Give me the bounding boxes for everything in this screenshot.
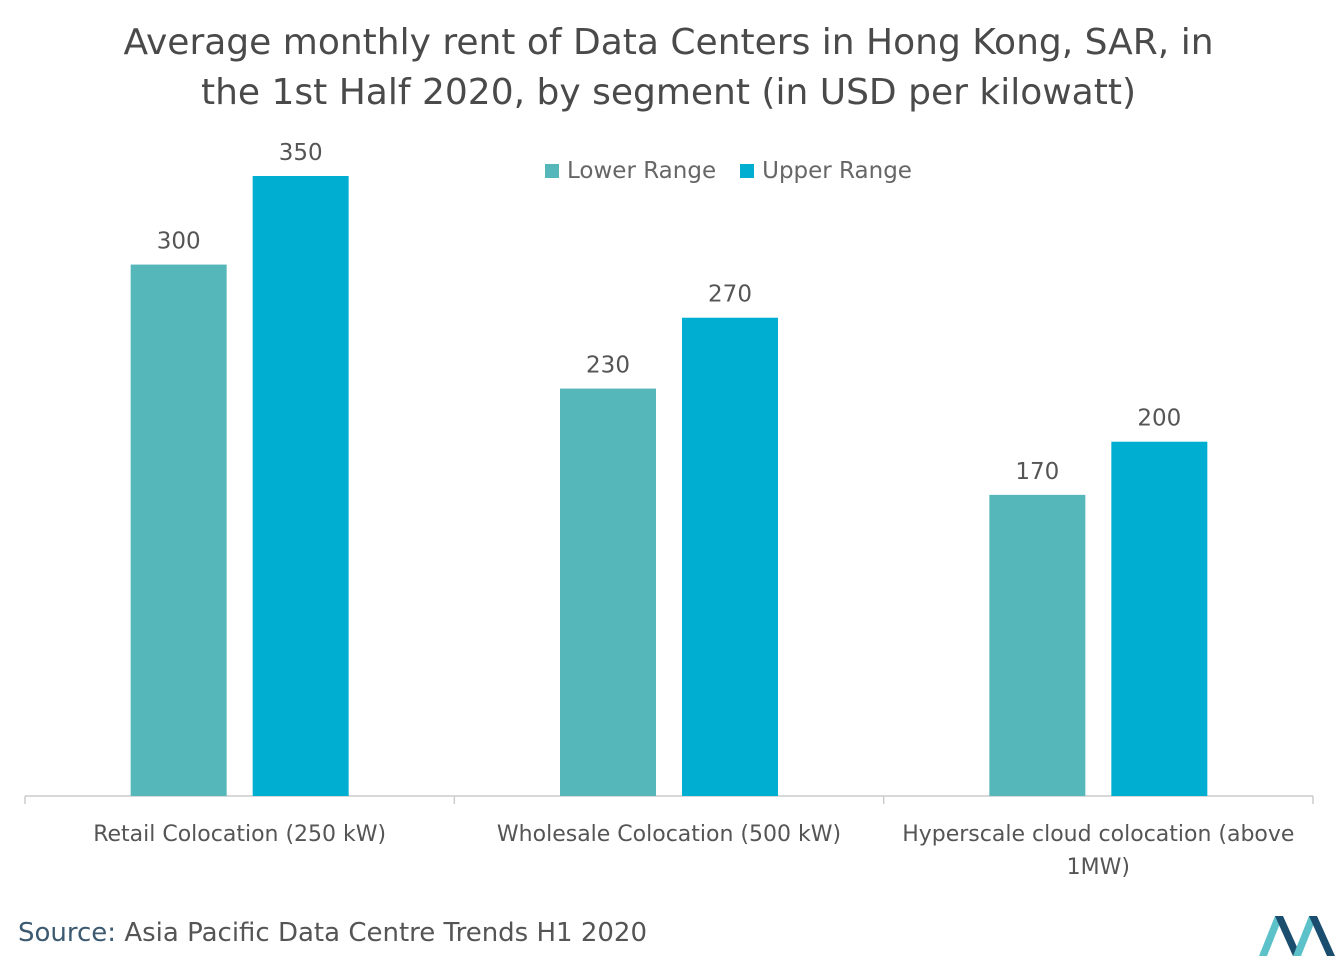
source-label: Source: (18, 918, 117, 948)
bar-lower-2 (989, 494, 1086, 796)
data-label: 350 (279, 140, 323, 166)
bar-lower-0 (130, 264, 227, 797)
x-tick-label: Retail Colocation (250 kW) (93, 822, 386, 847)
bar-upper-1 (682, 317, 778, 796)
legend-label-lower: Lower Range (567, 158, 717, 184)
chart-title: Average monthly rent of Data Centers in … (40, 18, 1297, 118)
data-label: 230 (586, 353, 630, 379)
data-label: 270 (708, 282, 752, 308)
legend-item-upper: Upper Range (740, 158, 912, 184)
chart-title-line-2: the 1st Half 2020, by segment (in USD pe… (200, 72, 1136, 113)
source-text: Asia Pacific Data Centre Trends H1 2020 (124, 918, 648, 948)
data-label: 170 (1015, 459, 1059, 485)
chart-title-line-1: Average monthly rent of Data Centers in … (123, 22, 1214, 63)
x-tick-label: Hyperscale cloud colocation (above (902, 822, 1294, 847)
legend: Lower Range Upper Range (545, 158, 936, 184)
data-label: 200 (1137, 406, 1181, 432)
bar-upper-2 (1111, 441, 1208, 796)
legend-swatch-lower (545, 164, 559, 178)
source-note: Source: Asia Pacific Data Centre Trends … (18, 918, 647, 948)
bar-lower-1 (560, 388, 656, 796)
legend-swatch-upper (740, 164, 755, 178)
x-tick-label: Wholesale Colocation (500 kW) (497, 822, 841, 847)
brand-logo (1259, 916, 1335, 956)
bar-upper-0 (252, 176, 349, 796)
data-label: 300 (157, 229, 201, 255)
x-tick-label: 1MW) (1067, 855, 1130, 880)
legend-label-upper: Upper Range (762, 158, 912, 184)
legend-item-lower: Lower Range (545, 158, 716, 184)
